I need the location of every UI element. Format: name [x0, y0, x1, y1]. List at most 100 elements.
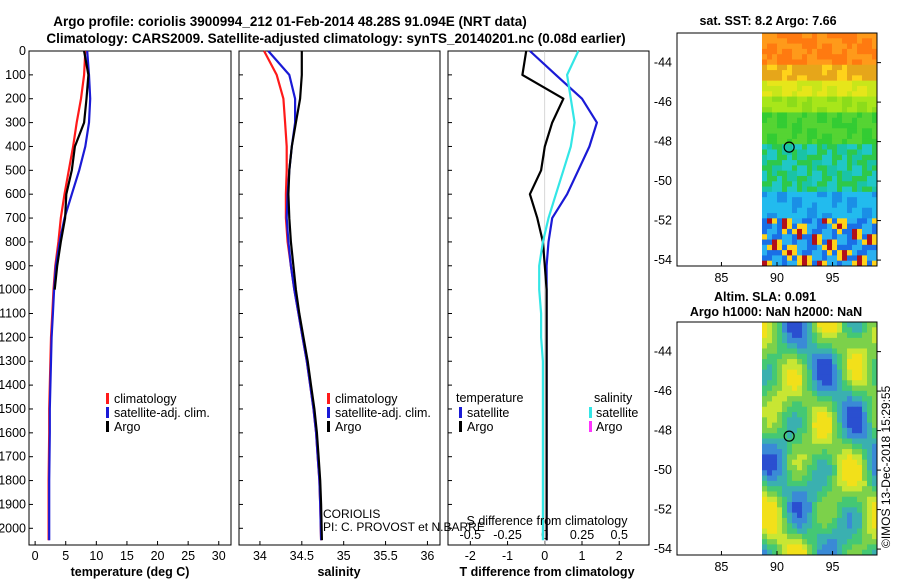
sla-pixel: [772, 454, 778, 461]
sst-pixel: [822, 250, 828, 256]
sla-pixel: [792, 486, 798, 492]
sst-pixel: [862, 128, 868, 135]
sla-pixel: [807, 449, 813, 455]
sla-pixel: [772, 417, 778, 424]
sst-pixel: [862, 191, 868, 198]
sla-pixel: [827, 454, 833, 461]
sst-pixel: [772, 239, 778, 246]
sla-pixel: [787, 480, 793, 487]
sla-pixel: [787, 464, 793, 471]
y-tick-label: 200: [5, 92, 26, 106]
legend-label-argo: Argo: [335, 420, 361, 434]
sla-pixel: [857, 369, 863, 376]
sst-pixel: [852, 181, 858, 187]
sst-pixel: [867, 91, 873, 97]
sst-pixel: [767, 133, 773, 140]
sst-pixel: [782, 218, 788, 225]
sst-pixel: [862, 123, 868, 129]
sla-pixel: [832, 369, 838, 376]
sst-pixel: [832, 144, 838, 150]
sla-pixel: [842, 364, 848, 371]
sst-pixel: [817, 91, 823, 97]
sla-pixel: [842, 507, 848, 514]
sst-pixel: [797, 70, 803, 76]
sla-pixel: [782, 454, 788, 461]
sla-pixel: [832, 396, 838, 402]
sla-pixel: [827, 343, 833, 349]
sla-pixel: [862, 374, 868, 381]
sst-pixel: [812, 239, 818, 246]
legend-label-satellite: satellite-adj. clim.: [335, 406, 431, 420]
sla-pixel: [857, 443, 863, 450]
sst-pixel: [787, 223, 793, 230]
sst-pixel: [782, 101, 788, 108]
sla-pixel: [772, 385, 778, 392]
sst-pixel: [777, 181, 783, 187]
sst-pixel: [797, 75, 803, 82]
sst-pixel: [772, 101, 778, 108]
legend-swatch-climatology: [327, 393, 330, 404]
sst-pixel: [867, 33, 873, 39]
sla-pixel: [762, 539, 768, 545]
sst-pixel: [847, 64, 853, 71]
sst-pixel: [787, 112, 793, 119]
sst-pixel: [812, 133, 818, 140]
sla-pixel: [812, 427, 818, 434]
sla-pixel: [787, 401, 793, 408]
sla-pixel: [842, 396, 848, 402]
sst-pixel: [807, 181, 813, 187]
sla-pixel: [792, 348, 798, 355]
y-tick-label: 1500: [0, 402, 26, 416]
sla-pixel: [852, 454, 858, 461]
sst-pixel: [837, 112, 843, 119]
sla-pixel: [822, 549, 828, 556]
sla-pixel: [857, 396, 863, 402]
sst-pixel: [872, 85, 878, 92]
sla-pixel: [772, 523, 778, 529]
sla-pixel: [832, 390, 838, 397]
sst-pixel: [802, 112, 808, 119]
sla-pixel: [872, 549, 878, 556]
sla-pixel: [782, 385, 788, 392]
sst-pixel: [837, 255, 843, 262]
sst-pixel: [802, 165, 808, 172]
sla-pixel: [822, 528, 828, 535]
sla-pixel: [842, 464, 848, 471]
sla-pixel: [787, 353, 793, 360]
sla-pixel: [787, 348, 793, 355]
legend-label-satellite: satellite-adj. clim.: [114, 406, 210, 420]
sst-pixel: [842, 138, 848, 145]
sla-pixel: [797, 539, 803, 545]
x-tick-label: -2: [465, 549, 476, 563]
sst-pixel: [782, 133, 788, 140]
sst-pixel: [762, 234, 768, 240]
x-tick-label: 15: [120, 549, 134, 563]
sst-pixel: [807, 133, 813, 140]
sla-pixel: [852, 322, 858, 328]
sla-pixel: [857, 390, 863, 397]
sla-pixel: [812, 528, 818, 535]
sla-pixel: [802, 507, 808, 514]
sla-pixel: [782, 449, 788, 455]
sst-pixel: [762, 117, 768, 124]
sla-pixel: [792, 480, 798, 487]
sla-pixel: [812, 544, 818, 551]
sst-pixel: [867, 239, 873, 246]
sla-pixel: [772, 502, 778, 508]
sla-pixel: [872, 332, 878, 339]
sla-pixel: [807, 480, 813, 487]
sst-pixel: [762, 181, 768, 187]
sst-pixel: [837, 70, 843, 76]
sla-pixel: [767, 406, 773, 413]
sla-pixel: [767, 507, 773, 514]
sst-pixel: [862, 43, 868, 50]
sla-pixel: [847, 443, 853, 450]
sla-pixel: [857, 523, 863, 529]
sla-pixel: [862, 343, 868, 349]
sla-pixel: [782, 438, 788, 445]
sst-pixel: [837, 191, 843, 198]
sla-pixel: [847, 470, 853, 476]
sla-pixel: [797, 374, 803, 381]
sst-pixel: [832, 101, 838, 108]
sst-pixel: [802, 54, 808, 60]
